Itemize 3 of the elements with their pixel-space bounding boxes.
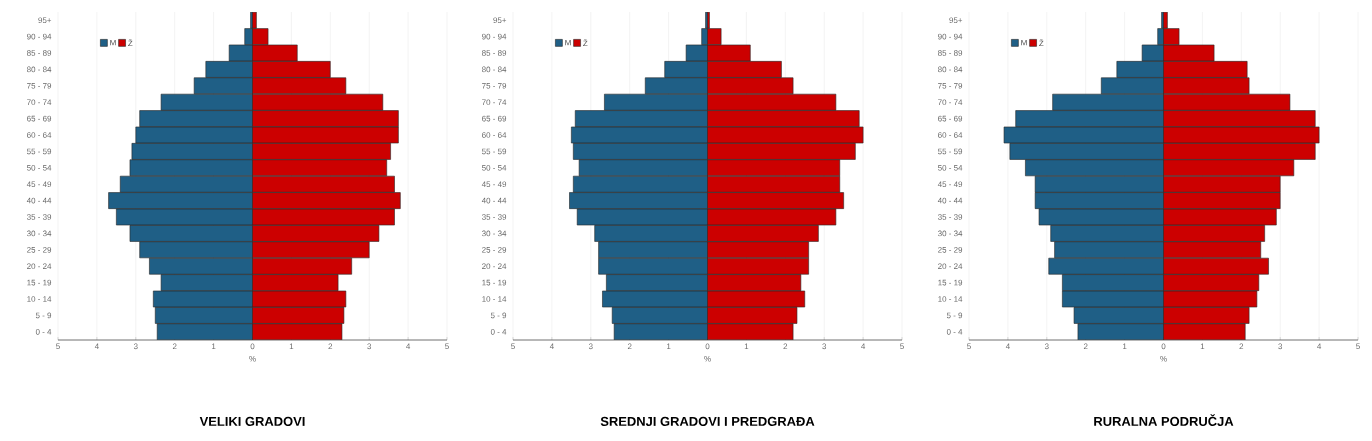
text: SREDNJI GRADOVI I PREDGRAĐA bbox=[600, 416, 815, 426]
text: RURALNA PODRUČJA bbox=[1094, 414, 1234, 426]
text: VELIKI GRADOVI bbox=[199, 416, 305, 426]
